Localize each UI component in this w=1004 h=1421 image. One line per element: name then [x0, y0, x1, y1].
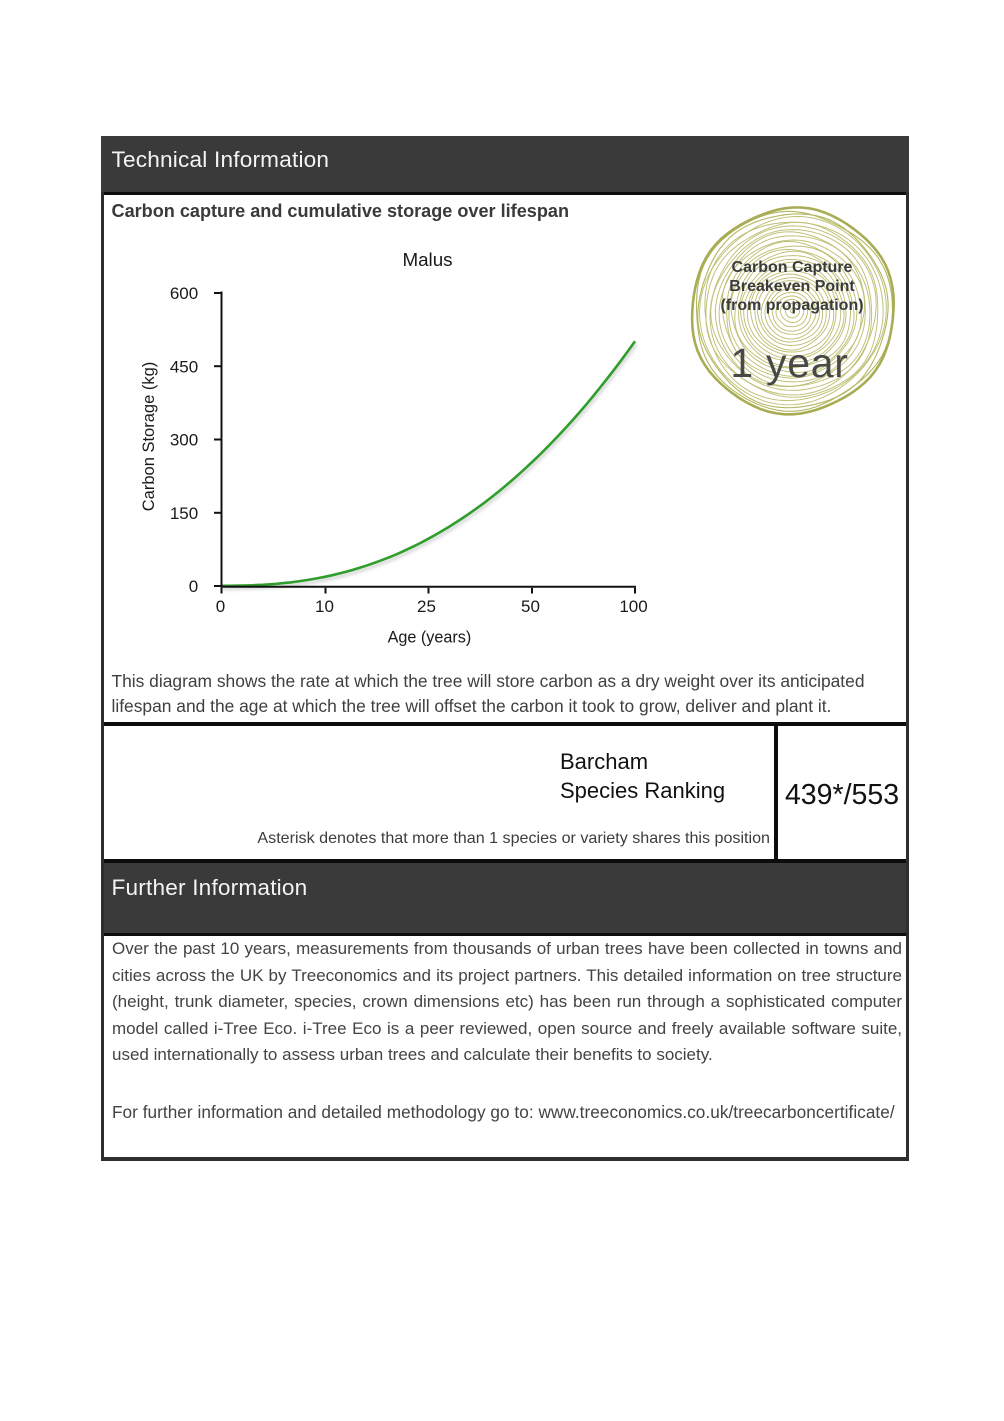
svg-text:100: 100: [619, 597, 647, 616]
svg-text:Age (years): Age (years): [388, 629, 472, 647]
svg-text:600: 600: [170, 284, 198, 303]
svg-text:300: 300: [170, 431, 198, 450]
svg-text:Carbon Storage (kg): Carbon Storage (kg): [140, 362, 158, 512]
svg-text:150: 150: [170, 504, 198, 523]
svg-text:450: 450: [170, 357, 198, 376]
svg-text:25: 25: [417, 597, 436, 616]
svg-text:10: 10: [315, 597, 334, 616]
svg-text:Malus: Malus: [402, 249, 452, 270]
svg-text:50: 50: [521, 597, 540, 616]
svg-text:0: 0: [216, 597, 225, 616]
svg-text:0: 0: [189, 577, 198, 596]
